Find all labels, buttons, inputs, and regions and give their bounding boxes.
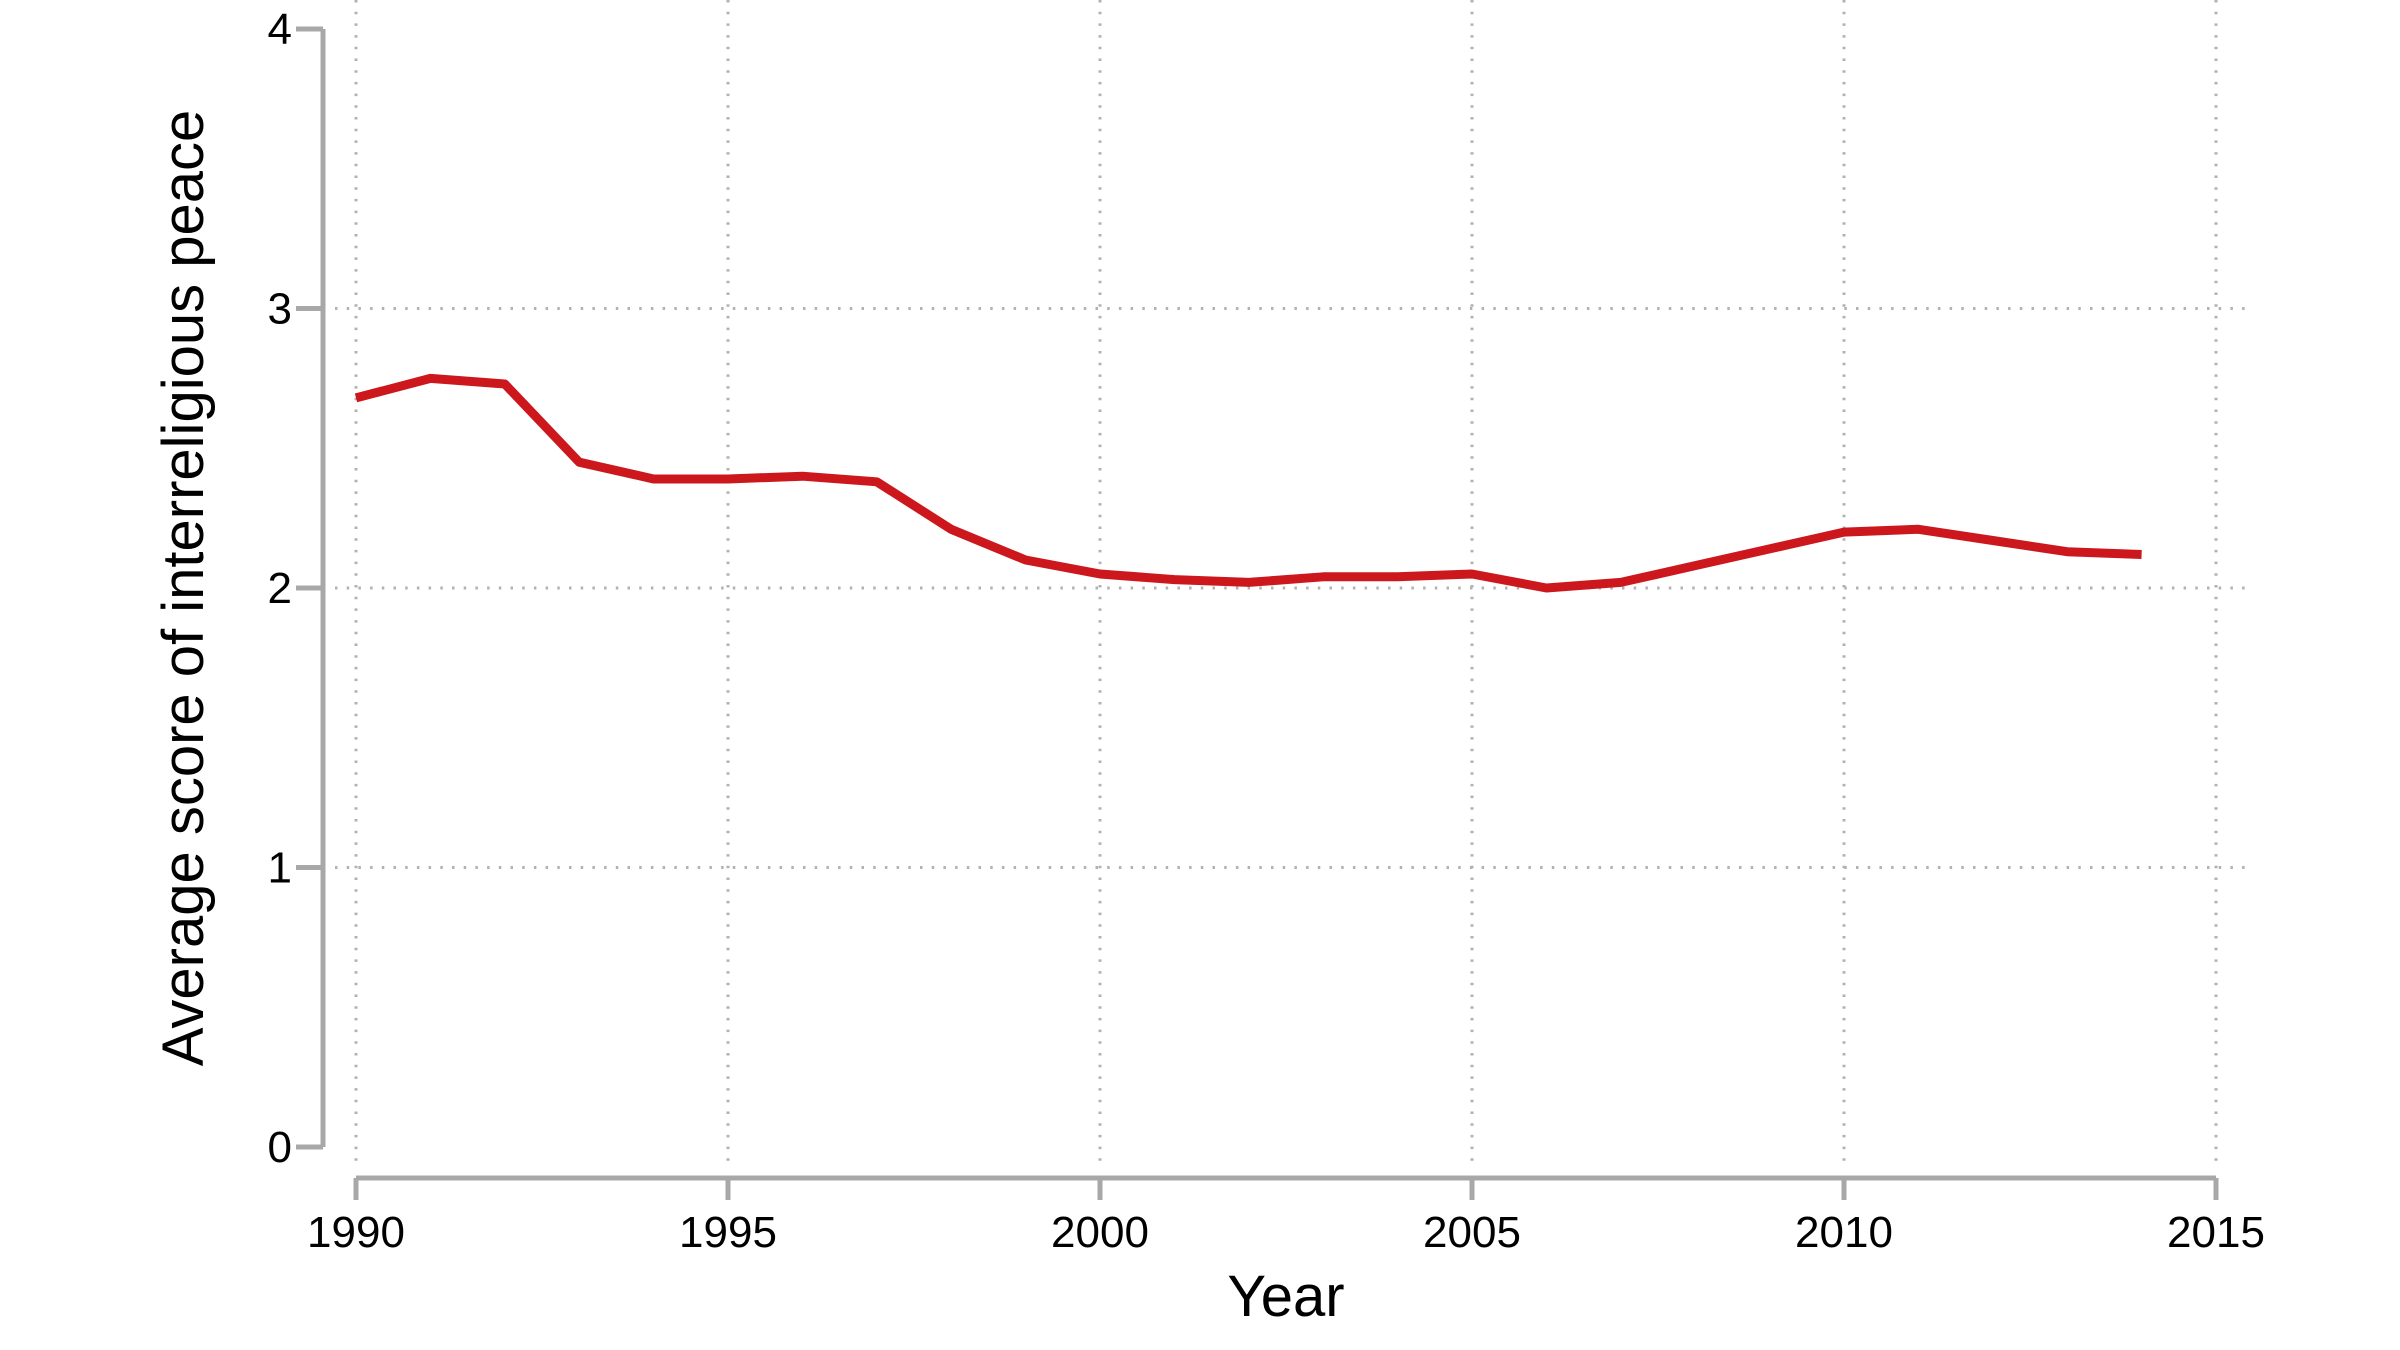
x-tick-label-2010: 2010 [1795, 1208, 1893, 1257]
x-tick-label-2000: 2000 [1051, 1208, 1149, 1257]
x-tick-label-1990: 1990 [307, 1208, 405, 1257]
gridlines [335, 0, 2246, 1170]
x-tick-label-2005: 2005 [1423, 1208, 1521, 1257]
y-tick-label-3: 3 [268, 285, 292, 334]
x-tick-label-2015: 2015 [2167, 1208, 2265, 1257]
y-axis-title: Average score of interreligious peace [151, 110, 216, 1067]
y-tick-label-0: 0 [268, 1123, 292, 1172]
y-tick-label-1: 1 [268, 844, 292, 893]
y-tick-label-2: 2 [268, 564, 292, 613]
tick-labels: 0 1 2 3 4 1990 1995 2000 2005 2010 2015 [268, 5, 2265, 1257]
data-series [354, 373, 2142, 593]
x-tick-label-1995: 1995 [679, 1208, 777, 1257]
axes [296, 26, 2219, 1200]
series-line [354, 373, 2142, 593]
x-axis-title: Year [1227, 1264, 1344, 1329]
y-tick-label-4: 4 [268, 5, 292, 54]
